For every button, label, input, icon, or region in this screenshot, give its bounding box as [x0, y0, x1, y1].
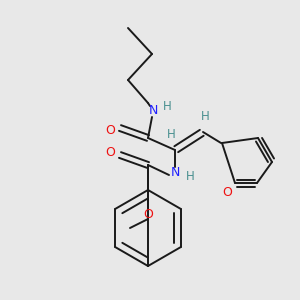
- Text: H: H: [163, 100, 171, 113]
- Text: H: H: [167, 128, 176, 140]
- Text: O: O: [143, 208, 153, 221]
- Text: H: H: [186, 169, 194, 182]
- Text: O: O: [105, 124, 115, 136]
- Text: N: N: [148, 103, 158, 116]
- Text: O: O: [105, 146, 115, 160]
- Text: O: O: [222, 187, 232, 200]
- Text: H: H: [201, 110, 209, 122]
- Text: N: N: [170, 167, 180, 179]
